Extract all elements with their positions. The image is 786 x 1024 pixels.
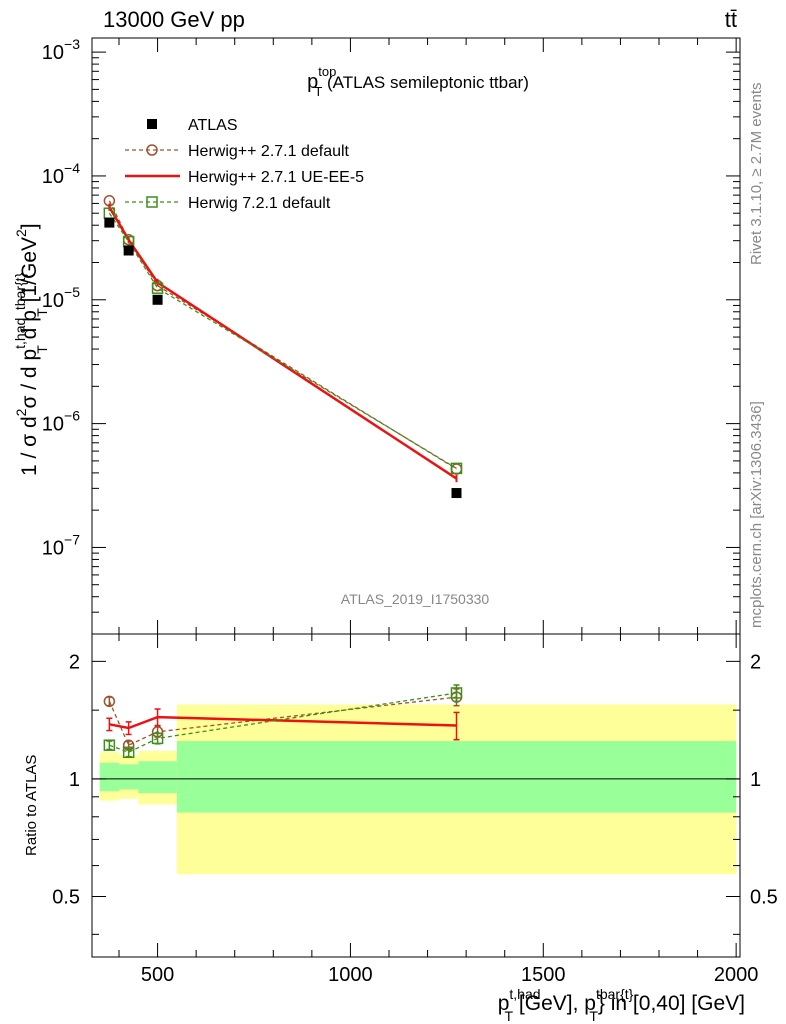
main-y-tick-label-1: 10−6 <box>42 408 80 436</box>
ratio-y-tick-label-right-1: 1 <box>750 769 761 791</box>
x-tick-label-0: 500 <box>141 964 174 986</box>
green-band-0 <box>99 762 119 792</box>
main-series-line-0 <box>108 200 457 470</box>
legend-label-1: Herwig++ 2.7.1 UE-EE-5 <box>188 169 364 186</box>
legend-marker-2 <box>146 196 158 208</box>
ratio-marker-0-0 <box>103 695 116 708</box>
legend-label-0: Herwig++ 2.7.1 default <box>188 143 350 160</box>
rivet-version-label: Rivet 3.1.10, ≥ 2.7M events <box>748 83 765 266</box>
green-band-3 <box>176 741 737 813</box>
main-y-tick-label-0: 10−7 <box>42 531 80 559</box>
ratio-y-tick-label-2: 2 <box>69 651 80 673</box>
ratio-series-line-1 <box>109 715 457 730</box>
ratio-marker-2-1 <box>122 746 135 759</box>
ratio-series-line-0 <box>108 696 457 747</box>
final-state-label: tt̄ <box>725 7 737 32</box>
x-tick-label-1: 1000 <box>328 964 373 986</box>
mcplots-label: mcplots.cern.ch [arXiv:1306.3436] <box>748 401 765 628</box>
ratio-plot-area <box>92 684 740 780</box>
ratio-marker-2-3 <box>450 687 463 699</box>
analysis-label: ATLAS_2019_I1750330 <box>341 591 490 607</box>
ratio-marker-2-2 <box>151 732 164 745</box>
green-band-1 <box>119 764 139 790</box>
data-point-3 <box>451 488 462 499</box>
ratio-marker-2-0 <box>103 739 116 751</box>
data-point-0 <box>104 217 115 228</box>
ratio-y-tick-label-right-2: 2 <box>750 651 761 673</box>
legend-marker-data <box>147 119 157 129</box>
x-axis-label: pt,had T [GeV], ptbar{t} T} in [0,40] [GeV… <box>498 986 745 1024</box>
data-point-1 <box>123 245 134 256</box>
green-band-2 <box>138 761 177 794</box>
main-series-marker-2-2 <box>151 282 164 294</box>
x-tick-label-2: 1500 <box>521 964 566 986</box>
legend-marker-0 <box>146 144 158 156</box>
ratio-y-tick-label-0: 0.5 <box>52 887 80 909</box>
main-y-tick-label-2: 10−5 <box>42 284 80 312</box>
main-series-line-2 <box>108 212 457 469</box>
main-plot-area <box>103 195 463 499</box>
ratio-y-axis-label: Ratio to ATLAS <box>23 755 40 856</box>
legend-label-2: Herwig 7.2.1 default <box>188 195 331 212</box>
main-y-tick-label-3: 10−4 <box>42 160 80 188</box>
legend: ATLAS Herwig++ 2.7.1 default Herwig++ 2.7.… <box>125 117 364 212</box>
ratio-y-tick-label-1: 1 <box>69 769 80 791</box>
ratio-frame <box>91 633 741 958</box>
process-label: 13000 GeV pp <box>103 7 245 32</box>
data-point-2 <box>152 294 163 305</box>
main-y-tick-label-4: 10−3 <box>42 36 80 64</box>
ratio-series-line-2 <box>109 692 457 754</box>
main-series-marker-2-3 <box>450 462 463 475</box>
ratio-uncertainty-bands <box>99 704 737 875</box>
main-series-line-1 <box>108 206 458 480</box>
legend-label-data: ATLAS <box>188 117 238 134</box>
main-y-axis-label: 1 / σ d2σ / d pt,hadT d ptbar{t}T [1/GeV… <box>12 223 50 476</box>
ratio-y-tick-label-right-0: 0.5 <box>750 887 778 909</box>
axes: 500 1000 1500 2000 10−7 10−6 10−5 10−4 10−3 0.5 0.… <box>42 36 778 986</box>
plot-title: ptop T (ATLAS semileptonic ttbar) <box>307 64 529 99</box>
x-tick-label-3: 2000 <box>714 964 759 986</box>
